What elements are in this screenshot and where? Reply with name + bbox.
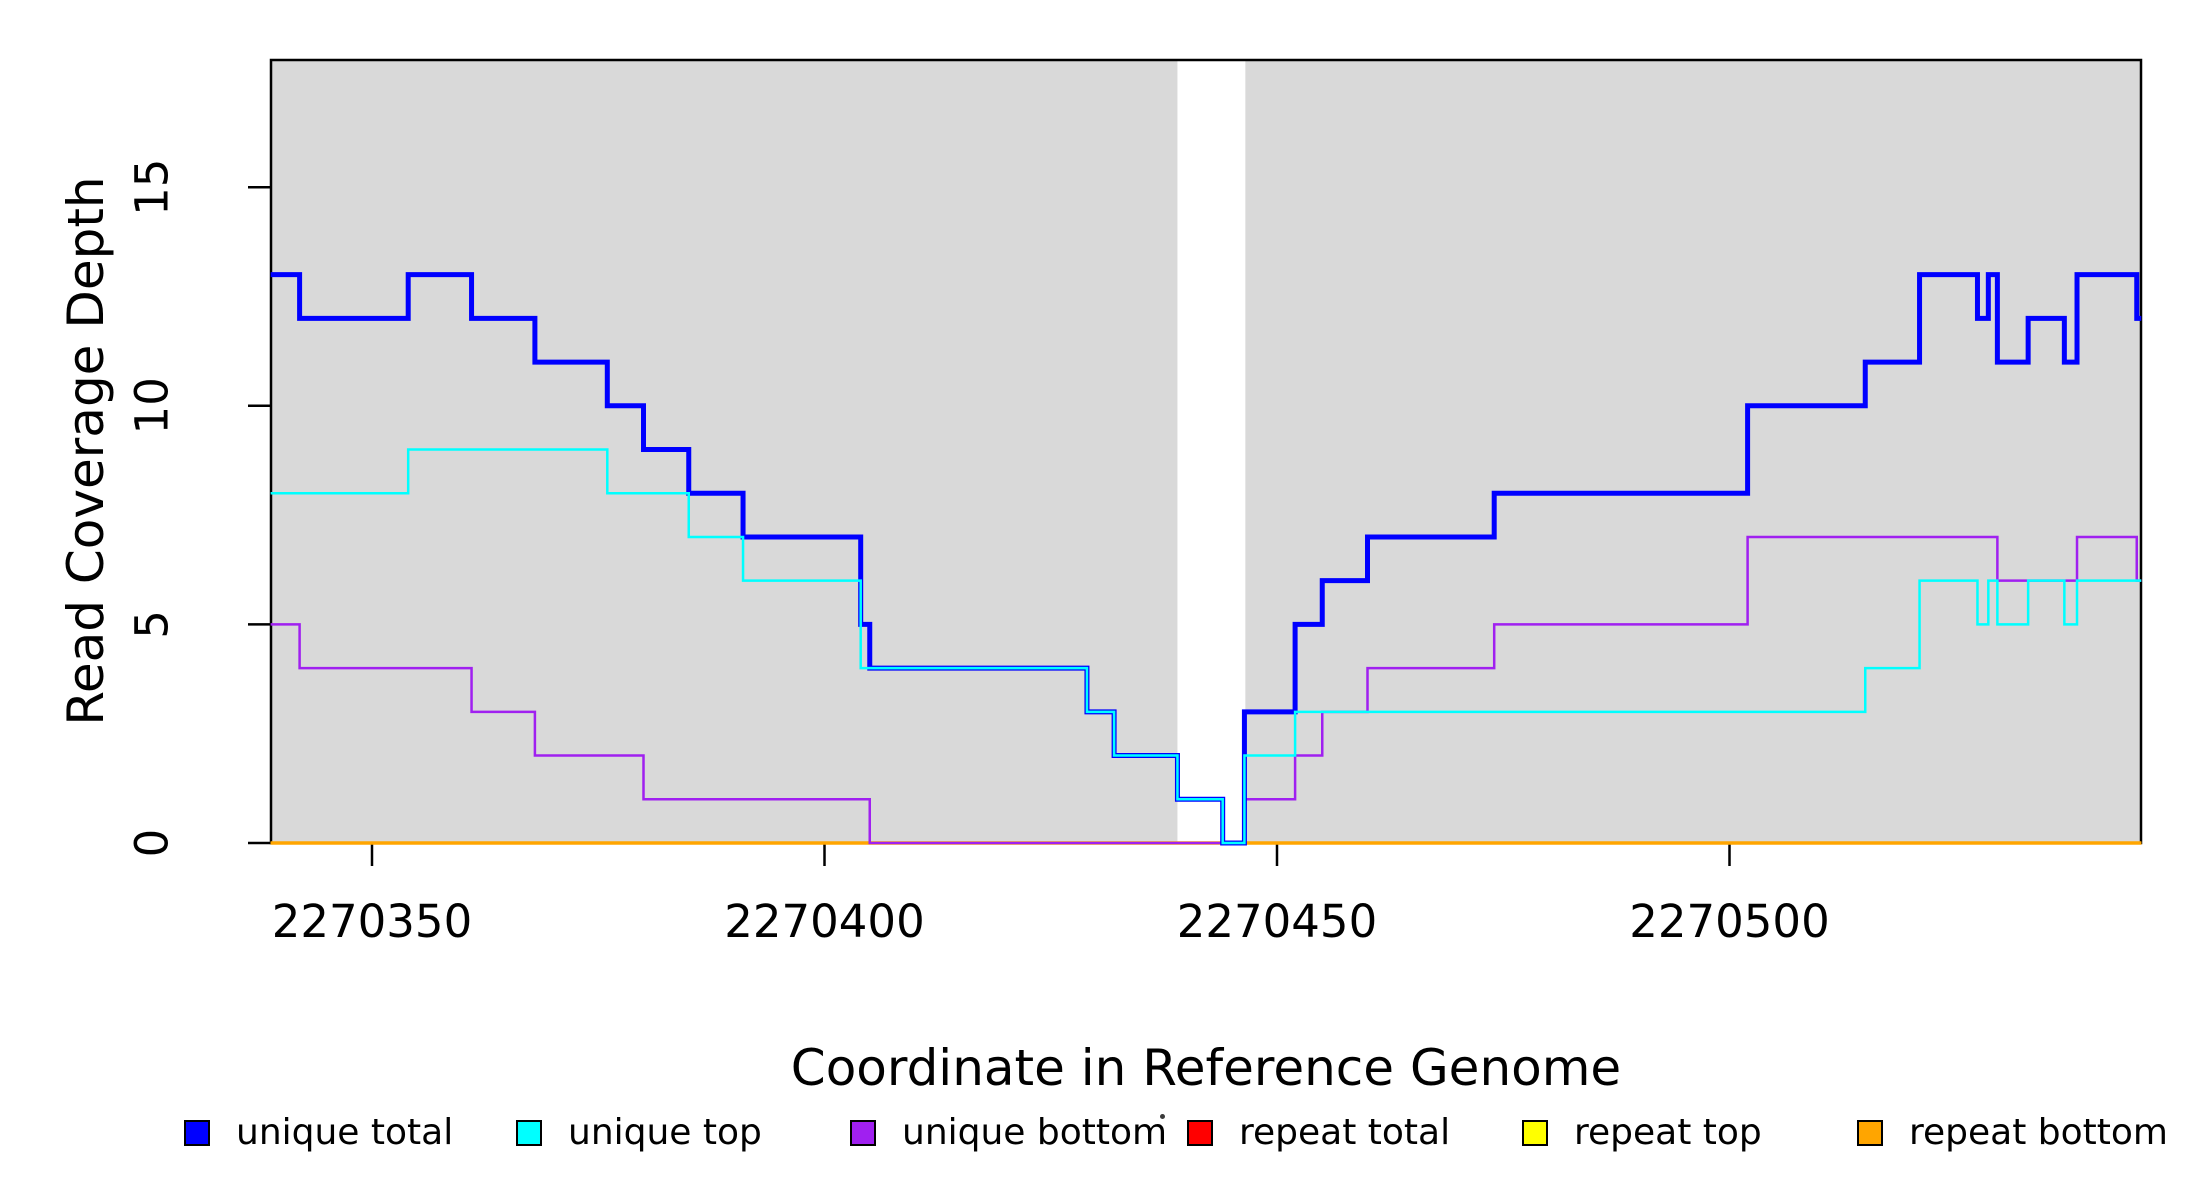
y-tick-label: 10 — [126, 377, 179, 434]
stray-dot — [1160, 1114, 1165, 1119]
x-tick-label: 2270350 — [272, 895, 472, 948]
x-tick-label: 2270400 — [724, 895, 924, 948]
series-line-unique-bottom — [270, 535, 2142, 845]
y-tick-label: 5 — [126, 610, 179, 639]
series-line-unique-top — [270, 448, 2142, 845]
y-axis-title: Read Coverage Depth — [57, 176, 115, 726]
x-axis-title: Coordinate in Reference Genome — [790, 1039, 1622, 1097]
x-tick-label: 2270500 — [1629, 895, 1829, 948]
y-tick-label: 0 — [126, 829, 179, 858]
masked-region — [1177, 60, 1246, 843]
x-tick-label: 2270450 — [1177, 895, 1377, 948]
y-tick-label: 15 — [126, 159, 179, 216]
